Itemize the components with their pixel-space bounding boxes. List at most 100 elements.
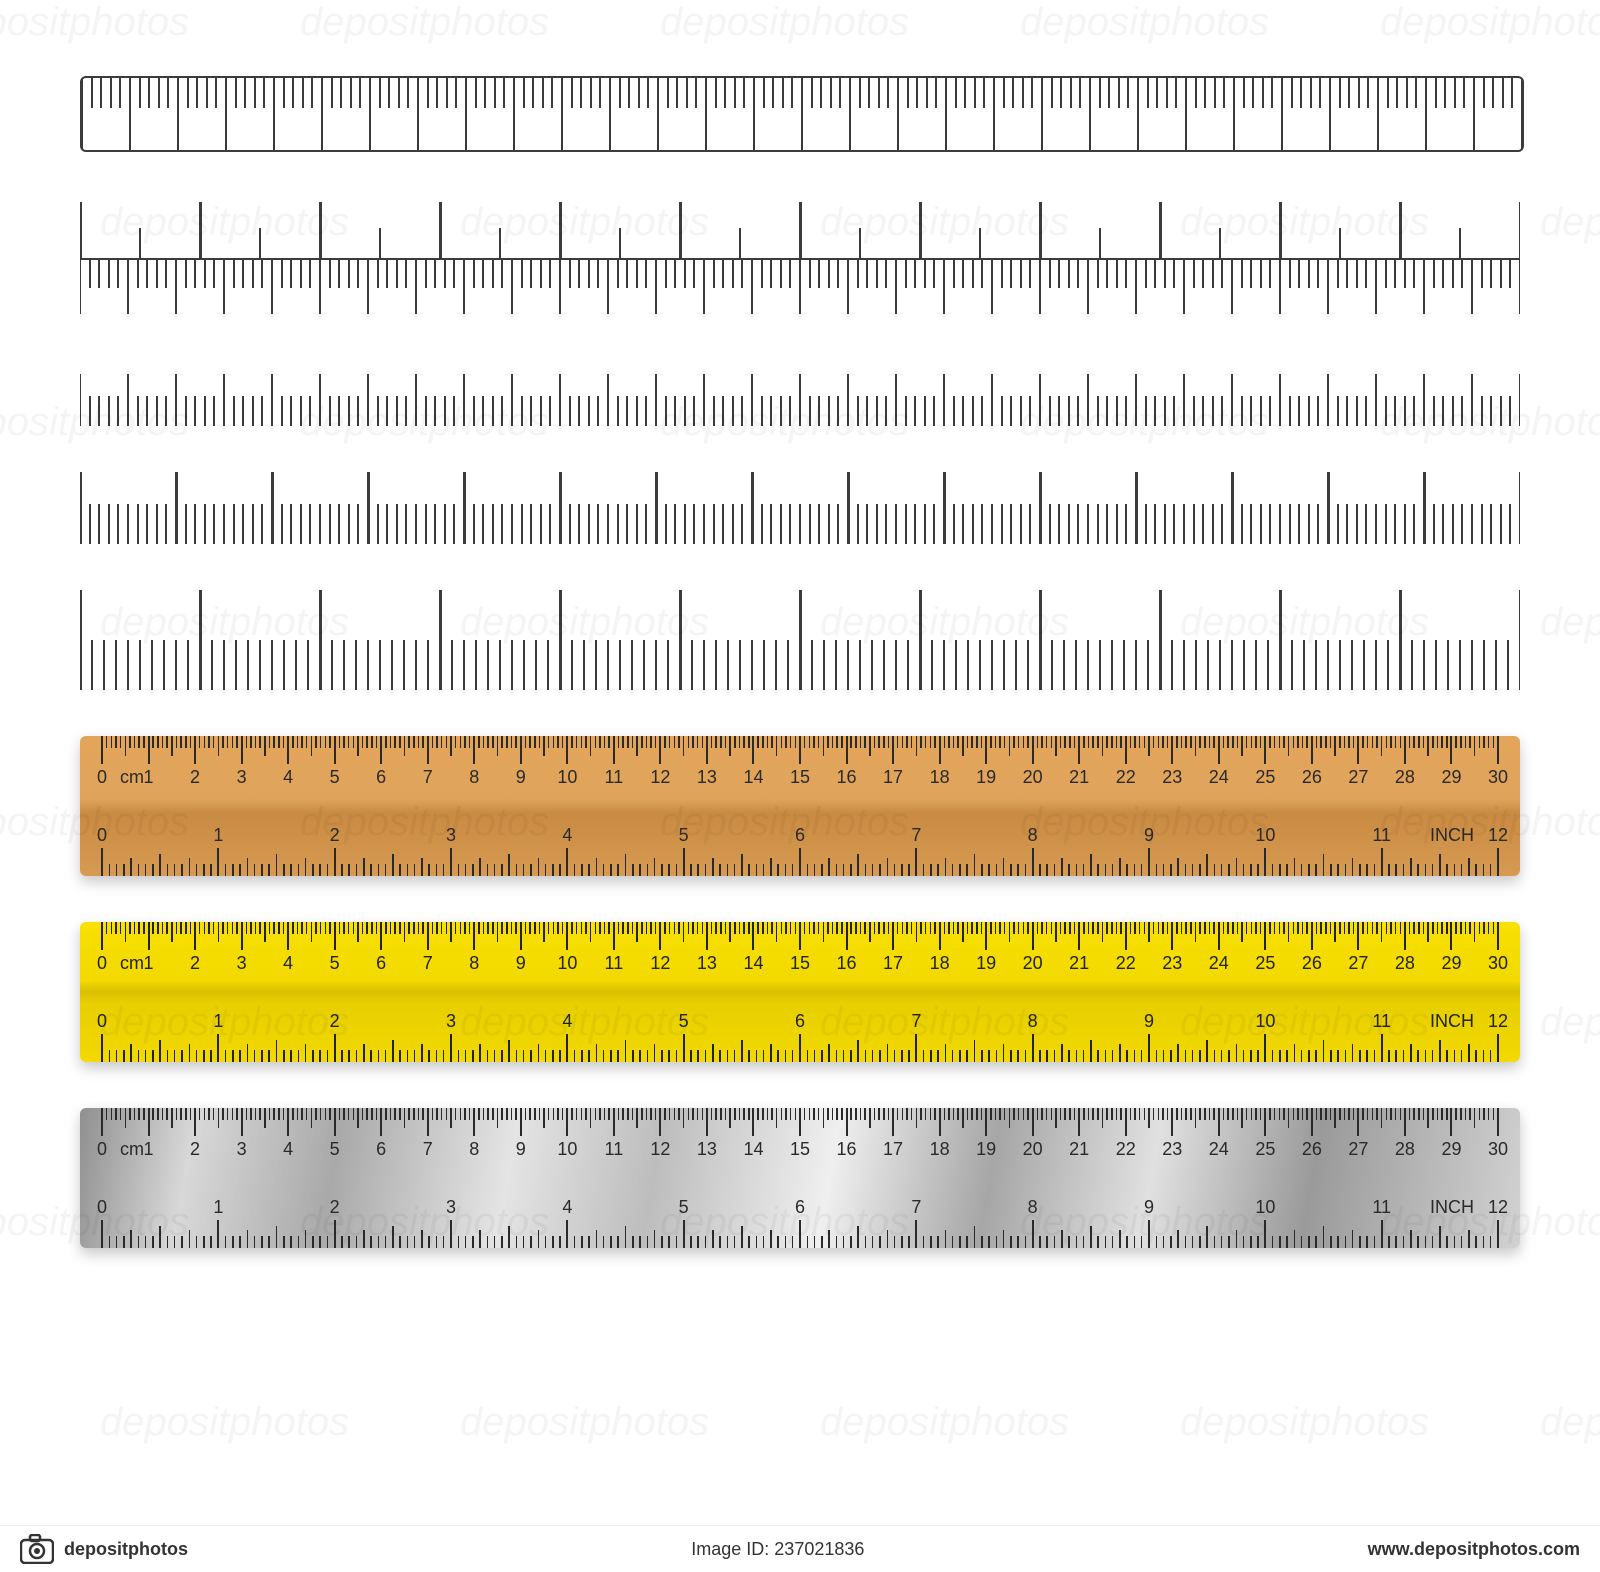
cm-label: 29 [1441, 768, 1461, 786]
cm-label: 7 [423, 954, 433, 972]
cm-label: 5 [330, 1140, 340, 1158]
cm-label: 11 [605, 1140, 624, 1158]
cm-label: 27 [1348, 768, 1368, 786]
cm-label: 10 [557, 1140, 577, 1158]
inch-label: 5 [679, 826, 689, 844]
inch-unit: INCH [1430, 1198, 1474, 1216]
attribution-bar: depositphotos Image ID: 237021836 www.de… [0, 1525, 1600, 1572]
cm-label: 17 [883, 954, 903, 972]
steel-ruler: 0123456789101112131415161718192021222324… [80, 1108, 1520, 1248]
inch-unit: INCH [1430, 826, 1474, 844]
cm-unit: cm [120, 954, 144, 972]
inch-label: 2 [330, 1198, 340, 1216]
cm-label: 16 [837, 768, 857, 786]
scale-3 [80, 374, 1520, 426]
scale-1 [80, 76, 1524, 152]
cm-label: 9 [516, 954, 526, 972]
cm-label: 28 [1395, 1140, 1415, 1158]
inch-label: 6 [795, 1012, 805, 1030]
cm-unit: cm [120, 1140, 144, 1158]
cm-label: 23 [1162, 1140, 1182, 1158]
cm-label: 5 [330, 768, 340, 786]
cm-label: 16 [837, 954, 857, 972]
cm-label: 7 [423, 1140, 433, 1158]
cm-label: 10 [557, 768, 577, 786]
cm-label: 9 [516, 1140, 526, 1158]
cm-label: 23 [1162, 954, 1182, 972]
inch-label: 6 [795, 826, 805, 844]
inch-label: 8 [1028, 1198, 1038, 1216]
cm-label: 8 [469, 1140, 479, 1158]
wood-ruler: 0123456789101112131415161718192021222324… [80, 736, 1520, 876]
inch-label: 11 [1372, 826, 1391, 844]
inch-label: 9 [1144, 1198, 1154, 1216]
cm-label: 15 [790, 954, 810, 972]
inch-label: 7 [911, 1012, 921, 1030]
cm-label: 20 [1023, 1140, 1043, 1158]
brand: depositphotos [20, 1534, 188, 1564]
cm-label: 6 [376, 954, 386, 972]
image-id: Image ID: 237021836 [691, 1539, 864, 1560]
cm-label: 1 [144, 954, 154, 972]
cm-label: 9 [516, 768, 526, 786]
cm-label: 4 [283, 1140, 293, 1158]
cm-unit: cm [120, 768, 144, 786]
cm-label: 15 [790, 1140, 810, 1158]
inch-label: 3 [446, 826, 456, 844]
cm-label: 8 [469, 768, 479, 786]
inch-label: 6 [795, 1198, 805, 1216]
cm-label: 11 [605, 768, 624, 786]
inch-label: 2 [330, 1012, 340, 1030]
cm-label: 3 [237, 768, 247, 786]
cm-label: 3 [237, 1140, 247, 1158]
cm-label: 5 [330, 954, 340, 972]
cm-label: 2 [190, 954, 200, 972]
inch-label: 1 [213, 826, 223, 844]
cm-label: 19 [976, 954, 996, 972]
cm-label: 21 [1069, 1140, 1089, 1158]
cm-label: 8 [469, 954, 479, 972]
cm-label: 26 [1302, 954, 1322, 972]
inch-label: 4 [562, 1012, 572, 1030]
cm-label: 1 [144, 768, 154, 786]
scale-5 [80, 590, 1520, 690]
cm-label: 17 [883, 1140, 903, 1158]
cm-label: 3 [237, 954, 247, 972]
inch-label: 7 [911, 1198, 921, 1216]
inch-label: 8 [1028, 826, 1038, 844]
cm-label: 22 [1116, 768, 1136, 786]
cm-label: 26 [1302, 1140, 1322, 1158]
cm-label: 12 [650, 1140, 670, 1158]
inch-label: 8 [1028, 1012, 1038, 1030]
site-url: www.depositphotos.com [1368, 1539, 1580, 1560]
cm-label: 29 [1441, 954, 1461, 972]
inch-label: 1 [213, 1198, 223, 1216]
cm-label: 21 [1069, 954, 1089, 972]
cm-label: 25 [1255, 954, 1275, 972]
inch-label: 9 [1144, 1012, 1154, 1030]
inch-label: 4 [562, 826, 572, 844]
cm-label: 18 [930, 768, 950, 786]
cm-label: 11 [605, 954, 624, 972]
cm-label: 23 [1162, 768, 1182, 786]
inch-label: 0 [97, 826, 107, 844]
camera-icon [20, 1534, 54, 1564]
cm-label: 14 [743, 1140, 763, 1158]
cm-label: 2 [190, 768, 200, 786]
inch-label: 2 [330, 826, 340, 844]
inch-label: 12 [1488, 826, 1508, 844]
inch-label: 10 [1255, 826, 1275, 844]
cm-label: 26 [1302, 768, 1322, 786]
cm-label: 18 [930, 954, 950, 972]
cm-label: 10 [557, 954, 577, 972]
cm-label: 4 [283, 768, 293, 786]
brand-text: depositphotos [64, 1539, 188, 1560]
cm-label: 29 [1441, 1140, 1461, 1158]
scale-2 [80, 198, 1520, 328]
cm-label: 27 [1348, 1140, 1368, 1158]
cm-label: 30 [1488, 768, 1508, 786]
inch-label: 5 [679, 1012, 689, 1030]
cm-label: 28 [1395, 768, 1415, 786]
inch-label: 3 [446, 1012, 456, 1030]
cm-label: 12 [650, 954, 670, 972]
